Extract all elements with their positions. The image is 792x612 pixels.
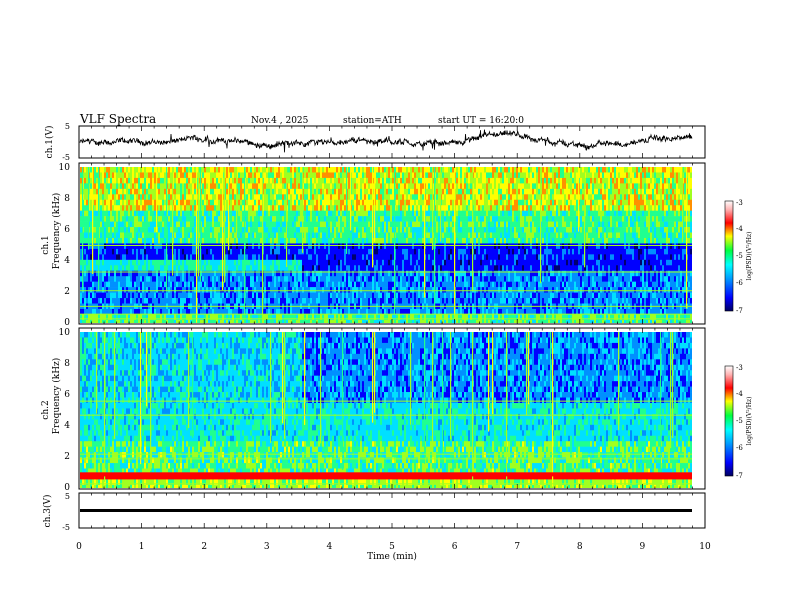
ch2-colorbar [724, 365, 734, 477]
ch2-ytick-4: 4 [64, 421, 70, 431]
xtick-4: 4 [327, 542, 333, 552]
xtick-0: 0 [76, 542, 82, 552]
xtick-6: 6 [452, 542, 458, 552]
ch1-spectrogram-panel: 0 2 4 6 8 10 ch.1 Frequency (kHz) -3 -4 … [41, 162, 753, 328]
ch2-ytick-8: 8 [64, 359, 70, 369]
date-label: Nov.4 , 2025 [251, 116, 309, 126]
ch3-ytick-bottom: -5 [62, 523, 70, 532]
ch1-ytick-8: 8 [64, 194, 70, 204]
ch1-waveform-ylabel: ch.1(V) [44, 126, 55, 159]
time-axis: 0 1 2 3 4 5 6 7 8 9 10 Time (min) [76, 542, 711, 562]
ch2-ytick-10: 10 [59, 328, 71, 338]
ch1-ytick-2: 2 [64, 287, 70, 297]
ch2-ytick-0: 0 [64, 483, 70, 493]
ch1-cbar-tick-5: -5 [736, 252, 743, 260]
ch2-cbar-tick-7: -7 [736, 472, 743, 480]
ch1-ytick-0: 0 [64, 318, 70, 328]
station-label: station=ATH [343, 116, 402, 126]
xtick-5: 5 [389, 542, 395, 552]
ch1-ytick-6: 6 [64, 225, 70, 235]
xtick-2: 2 [201, 542, 207, 552]
ch2-spectrogram-panel: 0 2 4 6 8 10 ch.2 Frequency (kHz) -3 -4 … [41, 327, 753, 493]
ch1-freq-ticks: 0 2 4 6 8 10 [59, 163, 71, 328]
ch1-ytick-bottom: -5 [62, 153, 70, 162]
ch2-cbar-tick-3: -3 [736, 364, 743, 372]
start-ut-label: start UT = 16:20:0 [438, 116, 524, 126]
ch1-ytick-4: 4 [64, 256, 70, 266]
xtick-3: 3 [264, 542, 270, 552]
ch2-cbar-tick-5: -5 [736, 417, 743, 425]
ch1-ytick-10: 10 [59, 163, 71, 173]
ch2-cbar-tick-4: -4 [736, 390, 743, 398]
ch1-cbar-tick-4: -4 [736, 225, 743, 233]
ch3-ytick-top: 5 [65, 492, 70, 501]
ch2-cbar-tick-6: -6 [736, 444, 743, 452]
ch2-channel-label: ch.2 [41, 400, 51, 419]
ch1-waveform-panel: 5 -5 ch.1(V) [44, 122, 706, 162]
ch2-freq-ticks: 0 2 4 6 8 10 [59, 328, 71, 493]
ch2-freq-ylabel: Frequency (kHz) [51, 358, 62, 435]
ch1-waveform-trace [79, 129, 693, 153]
ch3-waveform-trace [80, 509, 692, 512]
ch1-cbar-tick-7: -7 [736, 307, 743, 315]
xtick-7: 7 [514, 542, 520, 552]
xtick-10: 10 [699, 542, 711, 552]
ch1-cbar-tick-6: -6 [736, 279, 743, 287]
ch1-spectrogram-image [80, 167, 692, 323]
ch3-waveform-ylabel: ch.3(V) [42, 495, 53, 528]
ch2-spectrogram-image [80, 332, 692, 488]
x-axis-label: Time (min) [367, 551, 417, 562]
xtick-8: 8 [577, 542, 583, 552]
xtick-9: 9 [640, 542, 646, 552]
ch1-ytick-top: 5 [65, 122, 70, 131]
xtick-1: 1 [139, 542, 145, 552]
ch1-cbar-tick-3: -3 [736, 199, 743, 207]
ch2-ytick-6: 6 [64, 390, 70, 400]
figure-title: VLF Spectra [79, 112, 156, 126]
ch1-colorbar [724, 200, 734, 312]
ch1-channel-label: ch.1 [41, 235, 51, 254]
ch1-freq-ylabel: Frequency (kHz) [51, 193, 62, 270]
ch1-colorbar-label: log(PSD)(V²/Hz) [746, 232, 753, 281]
ch2-ytick-2: 2 [64, 452, 70, 462]
time-tick-marks [78, 126, 706, 528]
ch2-colorbar-label: log(PSD)(V²/Hz) [746, 397, 753, 446]
